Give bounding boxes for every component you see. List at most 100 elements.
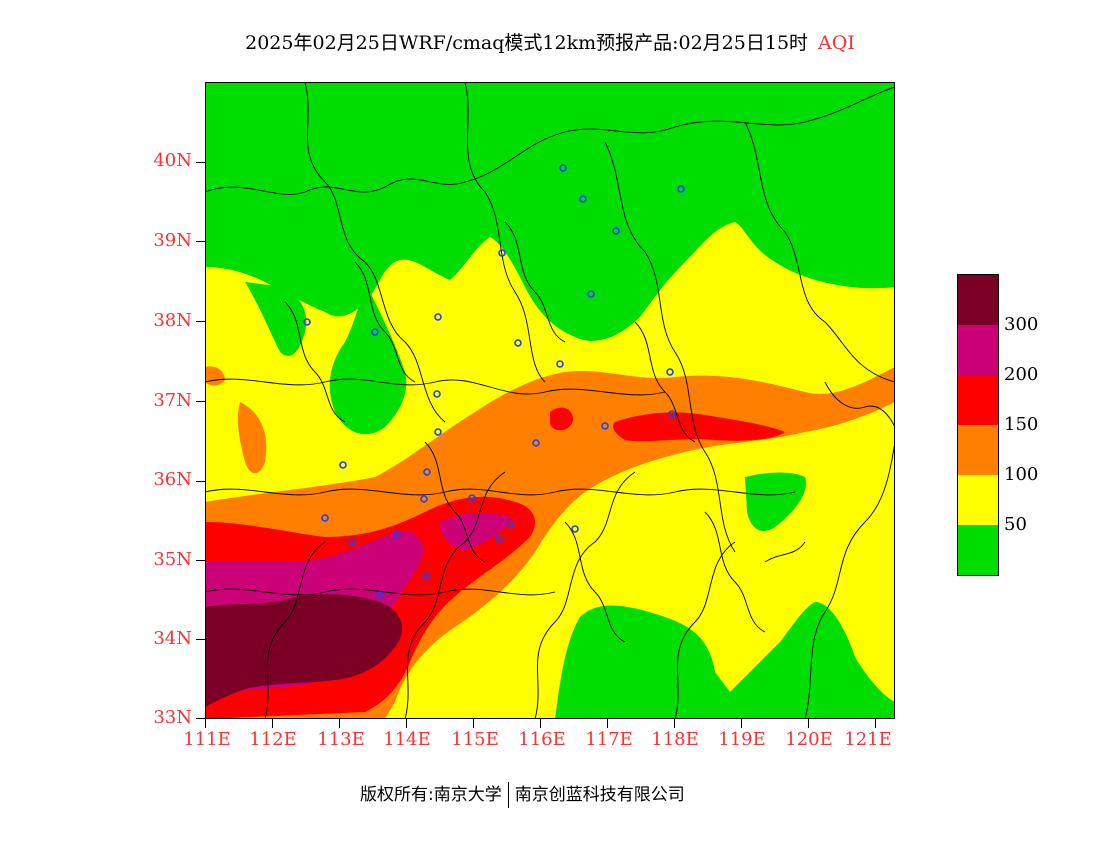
lon-tick	[339, 719, 340, 728]
lat-tick	[196, 481, 205, 482]
lon-tick	[540, 719, 541, 728]
aqi-contour-map	[205, 82, 895, 719]
legend-swatch-moderate	[958, 475, 998, 525]
station-marker[interactable]	[668, 410, 676, 418]
aqi-zone-good-coast-patch	[745, 472, 806, 532]
station-marker[interactable]	[321, 514, 329, 522]
lat-label-33n: 33N	[153, 707, 192, 728]
lat-tick	[196, 321, 205, 322]
station-marker[interactable]	[612, 227, 620, 235]
lon-tick	[808, 719, 809, 728]
lon-tick	[875, 719, 876, 728]
lat-label-37n: 37N	[153, 390, 192, 411]
station-marker[interactable]	[556, 360, 564, 368]
lon-label-120e: 120E	[785, 729, 833, 750]
legend-label-50: 50	[1004, 514, 1027, 535]
station-marker[interactable]	[376, 591, 384, 599]
lat-label-39n: 39N	[153, 230, 192, 251]
lat-tick	[196, 718, 205, 719]
aqi-zone-good-southeast	[555, 602, 895, 719]
lon-tick	[406, 719, 407, 728]
station-marker[interactable]	[506, 520, 514, 528]
station-marker[interactable]	[420, 495, 428, 503]
legend-label-200: 200	[1004, 364, 1039, 385]
aqi-zone-good-north	[205, 82, 895, 341]
station-marker[interactable]	[498, 249, 506, 257]
aqi-zone-good-central-finger	[329, 282, 407, 435]
lon-label-118e: 118E	[651, 729, 699, 750]
lon-tick	[741, 719, 742, 728]
station-markers	[303, 164, 685, 599]
legend-label-300: 300	[1004, 314, 1039, 335]
station-marker[interactable]	[434, 428, 442, 436]
lon-tick	[272, 719, 273, 728]
legend-label-100: 100	[1004, 464, 1039, 485]
lat-tick	[196, 241, 205, 242]
station-marker[interactable]	[677, 185, 685, 193]
aqi-zone-very-unhealthy-east	[440, 512, 510, 550]
station-marker[interactable]	[514, 339, 522, 347]
lat-label-36n: 36N	[153, 469, 192, 490]
aqi-zone-unhealthy-east	[613, 412, 785, 442]
title-variable: AQI	[818, 32, 855, 54]
aqi-zone-good-west-finger	[245, 282, 307, 356]
station-marker[interactable]	[303, 318, 311, 326]
station-marker[interactable]	[532, 439, 540, 447]
legend-swatch-hazardous	[958, 275, 998, 325]
aqi-zone-unhealthy-center	[550, 407, 573, 431]
lat-label-35n: 35N	[153, 549, 192, 570]
lon-label-111e: 111E	[183, 729, 231, 750]
lon-label-112e: 112E	[249, 729, 297, 750]
legend-swatch-good	[958, 525, 998, 575]
station-marker[interactable]	[371, 328, 379, 336]
station-marker[interactable]	[495, 535, 503, 543]
station-marker[interactable]	[433, 390, 441, 398]
title-main: 2025年02月25日WRF/cmaq模式12km预报产品:02月25日15时	[245, 32, 809, 54]
station-marker[interactable]	[339, 461, 347, 469]
legend-swatch-very-unhealthy	[958, 325, 998, 375]
legend-swatch-unhealthy	[958, 375, 998, 425]
map-title: 2025年02月25日WRF/cmaq模式12km预报产品:02月25日15时 A…	[0, 28, 1100, 55]
lat-label-34n: 34N	[153, 628, 192, 649]
aqi-zone-unhealthy-sensitive-west	[237, 402, 267, 474]
station-marker[interactable]	[571, 525, 579, 533]
aqi-zone-hazardous	[205, 594, 403, 707]
station-marker[interactable]	[559, 164, 567, 172]
copyright-footer: 版权所有:南京大学 南京创蓝科技有限公司	[360, 780, 685, 808]
station-marker[interactable]	[423, 468, 431, 476]
station-marker[interactable]	[434, 313, 442, 321]
lon-label-113e: 113E	[317, 729, 365, 750]
station-marker[interactable]	[468, 494, 476, 502]
lat-tick	[196, 560, 205, 561]
lon-label-115e: 115E	[451, 729, 499, 750]
station-marker[interactable]	[587, 290, 595, 298]
lon-label-116e: 116E	[518, 729, 566, 750]
station-marker[interactable]	[666, 368, 674, 376]
lon-label-114e: 114E	[383, 729, 431, 750]
copyright-right: 南京创蓝科技有限公司	[514, 785, 685, 805]
station-marker[interactable]	[422, 572, 430, 580]
copyright-left: 版权所有:南京大学	[360, 785, 502, 805]
legend-swatch-unhealthy-sensitive	[958, 425, 998, 475]
aqi-legend	[957, 274, 999, 576]
station-marker[interactable]	[601, 422, 609, 430]
map-border	[205, 82, 895, 719]
legend-label-150: 150	[1004, 414, 1039, 435]
station-marker[interactable]	[348, 538, 356, 546]
lon-label-119e: 119E	[718, 729, 766, 750]
lat-label-40n: 40N	[153, 150, 192, 171]
station-marker[interactable]	[393, 530, 401, 538]
lat-tick	[196, 639, 205, 640]
lat-label-38n: 38N	[153, 310, 192, 331]
lon-tick	[205, 719, 206, 728]
aqi-map[interactable]	[205, 82, 895, 719]
footer-divider	[507, 782, 509, 808]
lon-tick	[607, 719, 608, 728]
lon-label-121e: 121E	[844, 729, 892, 750]
lon-tick	[473, 719, 474, 728]
lon-tick	[674, 719, 675, 728]
station-marker[interactable]	[579, 195, 587, 203]
lat-tick	[196, 401, 205, 402]
lat-tick	[196, 162, 205, 163]
lon-label-117e: 117E	[585, 729, 633, 750]
